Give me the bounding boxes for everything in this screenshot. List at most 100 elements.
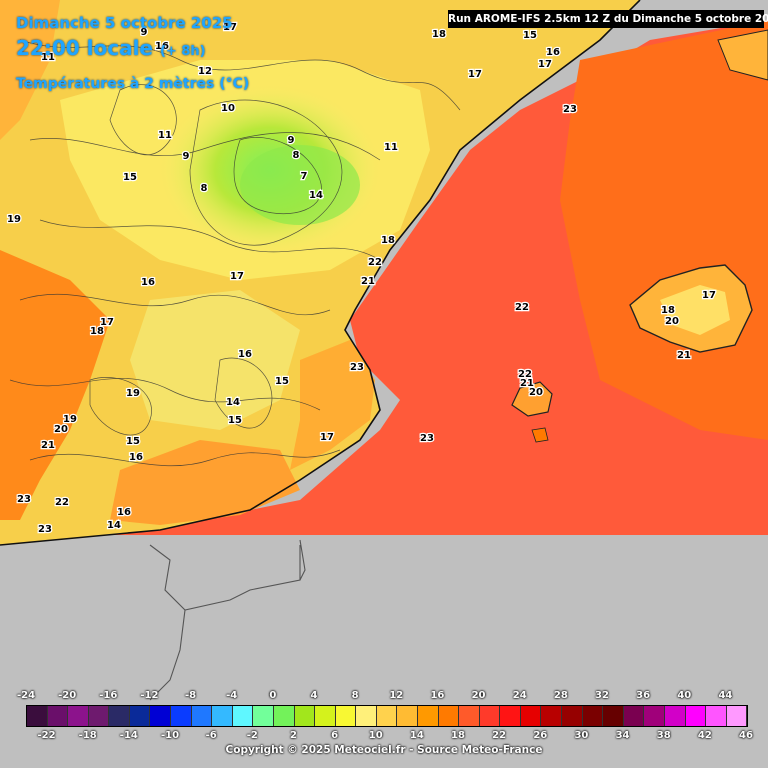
legend-tick-label: 24 (512, 690, 527, 701)
temperature-label: 19 (63, 414, 77, 425)
legend-tick-label: 22 (492, 730, 507, 741)
legend-tick-label: 6 (331, 730, 339, 741)
temperature-label: 15 (523, 30, 537, 41)
temperature-label: 18 (661, 305, 675, 316)
legend-swatch (27, 706, 48, 726)
temperature-label: 21 (41, 440, 55, 451)
legend-swatch (315, 706, 336, 726)
legend-swatch (47, 706, 69, 726)
legend-swatch (520, 706, 542, 726)
forecast-date: Dimanche 5 octobre 2025 (16, 14, 233, 32)
legend-swatch (68, 706, 89, 726)
temperature-label: 8 (293, 150, 300, 161)
legend-swatch (88, 706, 110, 726)
legend-tick-label: 20 (471, 690, 486, 701)
temperature-label: 9 (183, 151, 190, 162)
temperature-label: 15 (275, 376, 289, 387)
legend-swatch (685, 706, 707, 726)
legend-tick-label: -10 (160, 730, 180, 741)
legend-tick-label: -20 (58, 690, 77, 701)
legend-swatch (273, 706, 295, 726)
temperature-label: 14 (226, 397, 240, 408)
legend-swatch (582, 706, 604, 726)
legend-swatch (356, 706, 377, 726)
temperature-label: 20 (665, 316, 679, 327)
temperature-label: 23 (563, 104, 577, 115)
temperature-label: 20 (529, 387, 543, 398)
temperature-label: 16 (546, 47, 560, 58)
legend-swatch (171, 706, 192, 726)
legend-swatch (417, 706, 439, 726)
forecast-offset: (+ 8h) (159, 44, 206, 59)
legend-tick-label: -6 (205, 730, 217, 741)
temperature-label: 15 (123, 172, 137, 183)
temperature-label: 17 (538, 59, 552, 70)
legend-swatch (664, 706, 686, 726)
legend-tick-label: 30 (574, 730, 589, 741)
legend-tick-label: -24 (16, 690, 36, 701)
temperature-label: 17 (230, 271, 244, 282)
temperature-label: 14 (107, 520, 121, 531)
color-legend (26, 705, 748, 727)
coastline (0, 0, 641, 546)
legend-tick-label: -12 (140, 690, 159, 701)
legend-swatch (397, 706, 418, 726)
temperature-label: 14 (309, 190, 323, 201)
legend-tick-label: 18 (451, 730, 465, 741)
temperature-label: 23 (420, 433, 434, 444)
temperature-label: 16 (155, 41, 169, 52)
legend-swatch (706, 706, 727, 726)
temperature-label: 19 (126, 388, 140, 399)
legend-swatch (726, 706, 748, 726)
legend-tick-label: -22 (37, 730, 56, 741)
temperature-label: 23 (38, 524, 52, 535)
temperature-label: 15 (126, 436, 140, 447)
legend-tick-label: -2 (246, 730, 258, 741)
legend-swatch (541, 706, 563, 726)
temperature-label: 18 (90, 326, 104, 337)
temperature-label: 18 (432, 29, 446, 40)
temperature-label: 9 (288, 135, 295, 146)
legend-tick-label: 16 (430, 690, 445, 701)
legend-swatch (644, 706, 665, 726)
temperature-label: 15 (228, 415, 242, 426)
legend-tick-label: -14 (119, 730, 138, 741)
temperature-label: 22 (55, 497, 69, 508)
legend-tick-label: 38 (656, 730, 671, 741)
legend-swatch (212, 706, 233, 726)
temperature-label: 23 (350, 362, 364, 373)
legend-swatch (129, 706, 151, 726)
run-info-banner: Run AROME-IFS 2.5km 12 Z du Dimanche 5 o… (448, 10, 768, 28)
temperature-label: 12 (198, 66, 212, 77)
legend-tick-label: 44 (718, 690, 733, 701)
temperature-label: 11 (41, 52, 55, 63)
temperature-label: 10 (221, 103, 235, 114)
copyright-text: Copyright © 2025 Meteociel.fr - Source M… (225, 744, 543, 756)
temperature-label: 17 (100, 317, 114, 328)
temperature-label: 17 (468, 69, 482, 80)
temperature-label: 18 (381, 235, 395, 246)
legend-tick-label: 8 (351, 690, 359, 701)
temperature-label: 17 (223, 22, 237, 33)
temperature-label: 8 (201, 183, 208, 194)
legend-tick-label: 40 (677, 690, 692, 701)
legend-swatch (253, 706, 274, 726)
legend-tick-label: -16 (99, 690, 118, 701)
temperature-label: 22 (368, 257, 382, 268)
legend-tick-label: -8 (185, 690, 197, 701)
temperature-label: 20 (54, 424, 68, 435)
legend-tick-label: 42 (697, 730, 712, 741)
temperature-label: 16 (129, 452, 143, 463)
legend-tick-label: 46 (739, 730, 753, 741)
legend-tick-label: -4 (226, 690, 238, 701)
legend-tick-label: 32 (595, 690, 609, 701)
temperature-label: 11 (384, 142, 398, 153)
temperature-label: 23 (17, 494, 31, 505)
temperature-label: 19 (7, 214, 21, 225)
temperature-label: 21 (520, 378, 534, 389)
legend-tick-label: 36 (636, 690, 651, 701)
ibiza-island (511, 381, 553, 417)
temperature-label: 21 (677, 350, 691, 361)
legend-swatch (562, 706, 583, 726)
legend-swatch (459, 706, 480, 726)
